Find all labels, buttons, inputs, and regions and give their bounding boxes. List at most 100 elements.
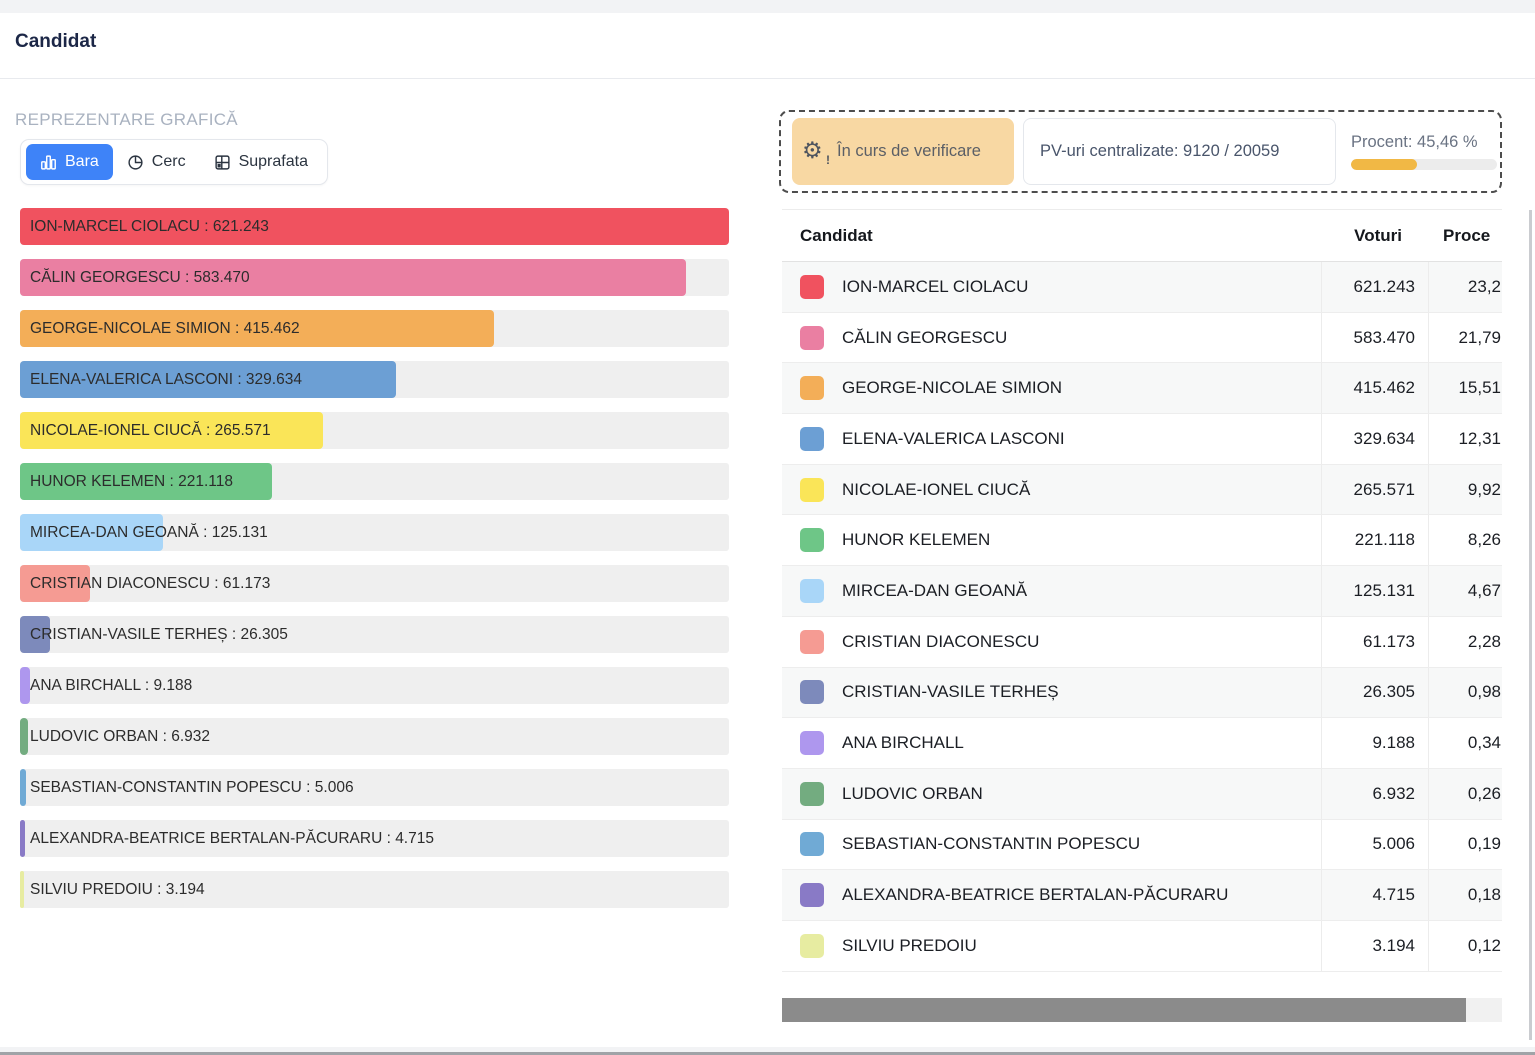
percent-progress-fill	[1351, 159, 1418, 170]
votes-cell: 125.131	[1321, 566, 1428, 616]
candidate-name: SEBASTIAN-CONSTANTIN POPESCU	[842, 834, 1141, 854]
table-row: CRISTIAN-VASILE TERHEȘ 26.305 0,98	[782, 667, 1502, 719]
bar-label: CRISTIAN DIACONESCU : 61.173	[30, 575, 271, 592]
candidate-name: ANA BIRCHALL	[842, 733, 964, 753]
percent-label: Procent: 45,46 %	[1351, 133, 1478, 151]
area-grid-icon	[214, 154, 231, 171]
bar-label: CĂLIN GEORGESCU : 583.470	[30, 269, 250, 286]
candidate-name: CĂLIN GEORGESCU	[842, 327, 1008, 347]
bar-row: SEBASTIAN-CONSTANTIN POPESCU : 5.006	[20, 769, 729, 806]
percent-cell: 0,18	[1428, 870, 1502, 920]
candidate-name: ELENA-VALERICA LASCONI	[842, 428, 1065, 448]
table-row: CĂLIN GEORGESCU 583.470 21,79	[782, 312, 1502, 364]
bar-label: SILVIU PREDOIU : 3.194	[30, 881, 205, 898]
column-header-percent: Proce	[1443, 225, 1491, 245]
bar-row: CĂLIN GEORGESCU : 583.470	[20, 259, 729, 296]
bar-label: ANA BIRCHALL : 9.188	[30, 677, 193, 694]
table-row: HUNOR KELEMEN 221.118 8,26	[782, 515, 1502, 567]
bar-label: CRISTIAN-VASILE TERHEȘ : 26.305	[30, 626, 288, 643]
candidate-name: LUDOVIC ORBAN	[842, 783, 983, 803]
candidate-cell: CRISTIAN-VASILE TERHEȘ	[782, 668, 1321, 718]
tab-bara[interactable]: Bara	[26, 144, 113, 180]
bar-label: NICOLAE-IONEL CIUCĂ : 265.571	[30, 422, 271, 439]
bar-fill	[20, 718, 28, 755]
candidate-cell: ANA BIRCHALL	[782, 718, 1321, 768]
bar-fill	[20, 463, 273, 500]
color-swatch	[800, 781, 824, 806]
page-title: Candidat	[15, 31, 97, 52]
bar-row: ELENA-VALERICA LASCONI : 329.634	[20, 361, 729, 398]
header-divider	[0, 78, 1535, 79]
candidate-name: ALEXANDRA-BEATRICE BERTALAN-PĂCURARU	[842, 885, 1229, 905]
color-swatch	[800, 426, 824, 451]
candidate-cell: SILVIU PREDOIU	[782, 921, 1321, 971]
percent-cell: 2,28	[1428, 616, 1502, 667]
bar-label: LUDOVIC ORBAN : 6.932	[30, 728, 211, 745]
gear-alert-icon: ⚙!	[802, 138, 830, 167]
color-swatch	[800, 376, 824, 401]
bar-fill	[20, 769, 26, 806]
bar-row: MIRCEA-DAN GEOANĂ : 125.131	[20, 514, 729, 551]
color-swatch	[800, 883, 824, 908]
candidate-name: CRISTIAN-VASILE TERHEȘ	[842, 682, 1059, 702]
color-swatch	[800, 477, 824, 502]
color-swatch	[800, 274, 824, 299]
percent-cell: 0,12	[1428, 920, 1502, 971]
table-row: CRISTIAN DIACONESCU 61.173 2,28	[782, 616, 1502, 668]
table-row: GEORGE-NICOLAE SIMION 415.462 15,51	[782, 363, 1502, 415]
percent-cell: 23,2	[1428, 262, 1502, 312]
chart-type-tabs: Bara Cerc Suprafata	[20, 139, 328, 185]
bar-fill	[20, 616, 51, 653]
pie-chart-icon	[127, 154, 144, 171]
horizontal-scrollbar-track[interactable]	[782, 998, 1502, 1022]
candidate-cell: ELENA-VALERICA LASCONI	[782, 414, 1321, 464]
votes-cell: 221.118	[1321, 515, 1428, 566]
table-body: ION-MARCEL CIOLACU 621.243 23,2 CĂLIN GEORG…	[782, 262, 1502, 972]
table-row: LUDOVIC ORBAN 6.932 0,26	[782, 768, 1502, 820]
color-swatch	[800, 578, 824, 603]
bar-label: ELENA-VALERICA LASCONI : 329.634	[30, 371, 302, 388]
bar-row: LUDOVIC ORBAN : 6.932	[20, 718, 729, 755]
results-table: Candidat Voturi Proce ION-MARCEL CIOLACU…	[782, 209, 1502, 972]
percent-cell: 21,79	[1428, 312, 1502, 363]
bar-fill	[20, 310, 495, 347]
vertical-scrollbar[interactable]	[1529, 210, 1532, 1040]
percent-cell: 0,19	[1428, 819, 1502, 870]
bar-row: CRISTIAN-VASILE TERHEȘ : 26.305	[20, 616, 729, 653]
candidate-name: ION-MARCEL CIOLACU	[842, 276, 1029, 296]
candidate-name: SILVIU PREDOIU	[842, 935, 977, 955]
candidate-name: NICOLAE-IONEL CIUCĂ	[842, 479, 1031, 499]
percent-cell: 0,98	[1428, 667, 1502, 718]
bar-row: CRISTIAN DIACONESCU : 61.173	[20, 565, 729, 602]
bar-fill	[20, 820, 26, 857]
pv-centralized-label: PV-uri centralizate: 9120 / 20059	[1040, 141, 1280, 160]
votes-cell: 5.006	[1321, 819, 1428, 870]
candidate-cell: ALEXANDRA-BEATRICE BERTALAN-PĂCURARU	[782, 870, 1321, 920]
table-row: ION-MARCEL CIOLACU 621.243 23,2	[782, 262, 1502, 313]
bar-label: MIRCEA-DAN GEOANĂ : 125.131	[30, 524, 268, 541]
bottom-strip-dark	[0, 1052, 1535, 1055]
table-row: MIRCEA-DAN GEOANĂ 125.131 4,67	[782, 566, 1502, 617]
bar-row: GEORGE-NICOLAE SIMION : 415.462	[20, 310, 729, 347]
bar-row: NICOLAE-IONEL CIUCĂ : 265.571	[20, 412, 729, 449]
bar-fill	[20, 361, 397, 398]
candidate-name: MIRCEA-DAN GEOANĂ	[842, 580, 1028, 600]
bar-label: ALEXANDRA-BEATRICE BERTALAN-PĂCURARU : 4…	[30, 830, 434, 847]
color-swatch	[800, 528, 824, 553]
percent-progress-track	[1351, 159, 1497, 170]
bar-fill	[20, 259, 686, 296]
bar-fill	[20, 412, 324, 449]
bar-fill	[20, 514, 163, 551]
color-swatch	[800, 325, 824, 350]
bar-label: SEBASTIAN-CONSTANTIN POPESCU : 5.006	[30, 779, 354, 796]
votes-cell: 61.173	[1321, 616, 1428, 667]
candidate-cell: ION-MARCEL CIOLACU	[782, 262, 1321, 312]
bar-row: SILVIU PREDOIU : 3.194	[20, 871, 729, 908]
bar-fill	[20, 667, 31, 704]
candidate-name: CRISTIAN DIACONESCU	[842, 631, 1040, 651]
tab-suprafata[interactable]: Suprafata	[200, 144, 322, 180]
status-panel: ⚙! În curs de verificare PV-uri centrali…	[779, 110, 1502, 193]
votes-cell: 329.634	[1321, 414, 1428, 464]
horizontal-scrollbar-thumb[interactable]	[782, 998, 1466, 1022]
tab-cerc[interactable]: Cerc	[113, 144, 200, 180]
